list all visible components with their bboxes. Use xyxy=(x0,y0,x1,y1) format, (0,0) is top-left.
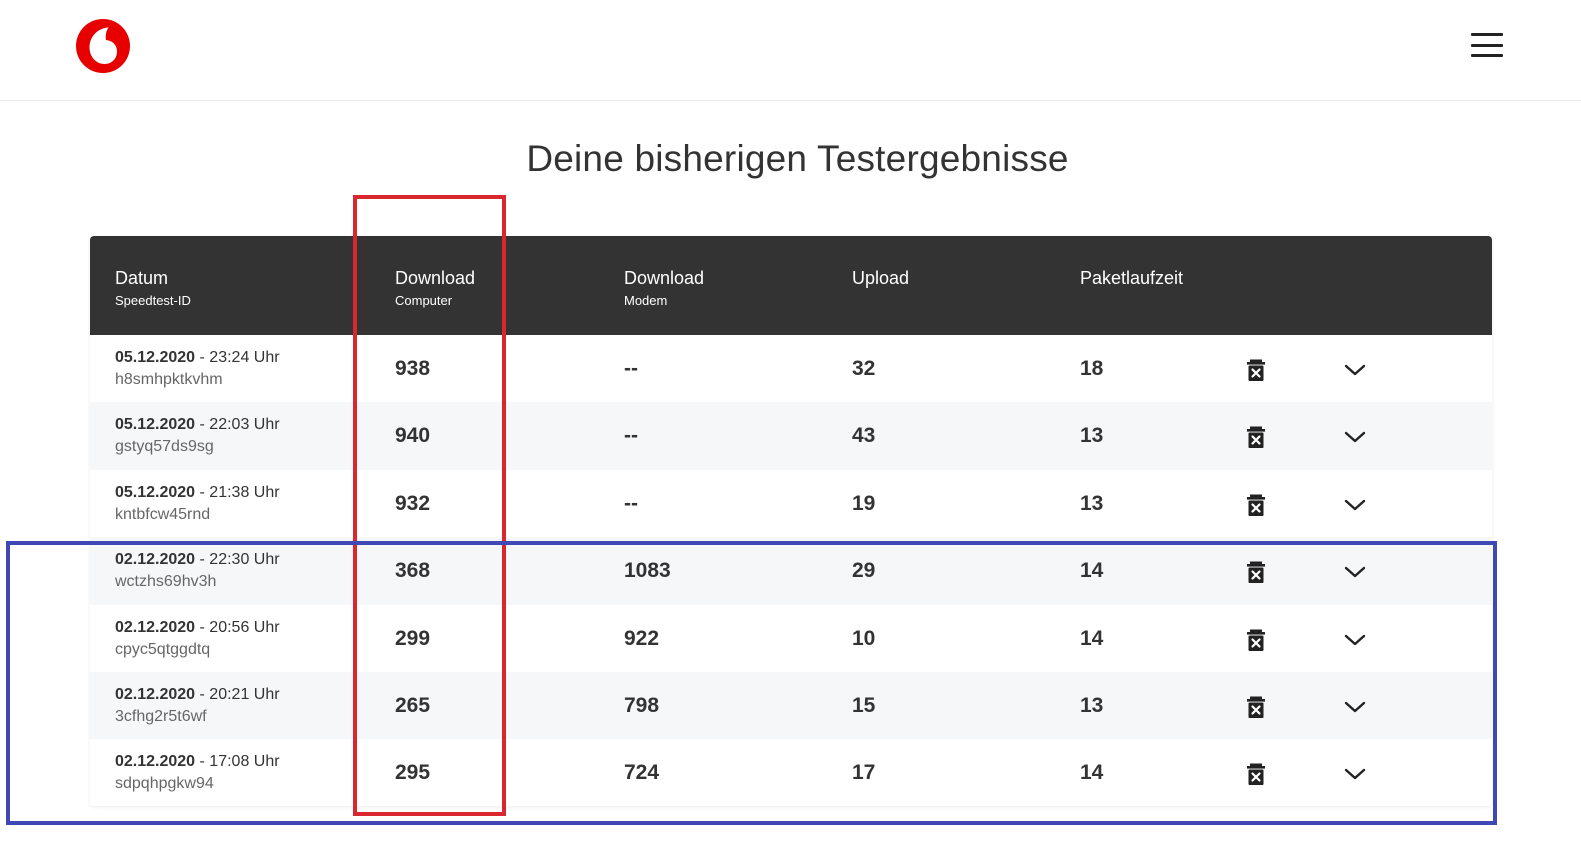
date-cell: 05.12.2020 - 23:24 Uhr h8smhpktkvhm xyxy=(115,347,280,391)
results-table: Datum Speedtest-ID Download Computer Dow… xyxy=(90,236,1492,806)
test-time: - 22:03 Uhr xyxy=(195,416,280,434)
download-modem-value: 724 xyxy=(624,761,660,785)
trash-icon[interactable] xyxy=(1245,560,1267,584)
table-row: 02.12.2020 - 17:08 Uhr sdpqhpgkw94 295 7… xyxy=(90,739,1492,806)
latency-value: 18 xyxy=(1080,357,1104,380)
upload-value: 15 xyxy=(852,693,876,717)
latency-value: 14 xyxy=(1080,559,1104,583)
test-date: 05.12.2020 xyxy=(115,483,196,501)
top-bar xyxy=(0,0,1581,101)
date-cell: 05.12.2020 - 22:03 Uhr gstyq57ds9sg xyxy=(115,414,280,458)
header-paketlaufzeit: Paketlaufzeit xyxy=(1080,268,1184,288)
download-modem-value: -- xyxy=(624,491,638,515)
trash-icon[interactable] xyxy=(1245,762,1267,786)
test-date: 02.12.2020 xyxy=(115,753,196,771)
date-cell: 02.12.2020 - 22:30 Uhr wctzhs69hv3h xyxy=(115,549,280,593)
chevron-down-icon[interactable] xyxy=(1343,765,1367,783)
download-modem-value: -- xyxy=(624,357,638,380)
upload-value: 43 xyxy=(852,424,876,448)
speedtest-id: 3cfhg2r5t6wf xyxy=(115,707,207,725)
download-modem-value: 922 xyxy=(624,626,660,650)
table-row: 02.12.2020 - 22:30 Uhr wctzhs69hv3h 368 … xyxy=(90,537,1492,605)
test-time: - 20:21 Uhr xyxy=(195,685,280,703)
table-row: 02.12.2020 - 20:21 Uhr 3cfhg2r5t6wf 265 … xyxy=(90,671,1492,740)
upload-value: 32 xyxy=(852,357,876,380)
trash-icon[interactable] xyxy=(1245,628,1267,652)
date-cell: 05.12.2020 - 21:38 Uhr kntbfcw45rnd xyxy=(115,482,280,526)
test-time: - 21:38 Uhr xyxy=(195,483,280,501)
download-computer-value: 295 xyxy=(395,761,431,785)
speedtest-id: h8smhpktkvhm xyxy=(115,371,223,388)
upload-value: 17 xyxy=(852,761,876,785)
speedtest-id: cpyc5qtggdtq xyxy=(115,640,211,658)
latency-value: 13 xyxy=(1080,424,1104,448)
test-date: 02.12.2020 xyxy=(115,551,196,569)
header-datum: Datum Speedtest-ID xyxy=(115,268,191,308)
table-header: Datum Speedtest-ID Download Computer Dow… xyxy=(90,236,1492,335)
download-computer-value: 932 xyxy=(395,491,431,515)
table-body: 05.12.2020 - 23:24 Uhr h8smhpktkvhm 938 … xyxy=(90,335,1492,806)
hamburger-menu-icon[interactable] xyxy=(1470,30,1504,60)
test-date: 05.12.2020 xyxy=(115,416,196,434)
latency-value: 13 xyxy=(1080,491,1104,515)
date-cell: 02.12.2020 - 17:08 Uhr sdpqhpgkw94 xyxy=(115,751,280,795)
download-computer-value: 938 xyxy=(395,357,431,380)
trash-icon[interactable] xyxy=(1245,493,1267,517)
header-upload: Upload xyxy=(852,268,910,288)
chevron-down-icon[interactable] xyxy=(1343,361,1367,379)
test-time: - 22:30 Uhr xyxy=(195,551,280,569)
date-cell: 02.12.2020 - 20:56 Uhr cpyc5qtggdtq xyxy=(115,617,280,661)
trash-icon[interactable] xyxy=(1245,695,1267,719)
test-time: - 17:08 Uhr xyxy=(195,753,280,771)
trash-icon[interactable] xyxy=(1245,358,1267,382)
chevron-down-icon[interactable] xyxy=(1343,698,1367,716)
upload-value: 29 xyxy=(852,559,876,583)
latency-value: 13 xyxy=(1080,693,1104,717)
header-download-modem: Download Modem xyxy=(624,268,705,308)
download-computer-value: 940 xyxy=(395,424,431,448)
speedtest-id: sdpqhpgkw94 xyxy=(115,775,214,793)
chevron-down-icon[interactable] xyxy=(1343,563,1367,581)
test-date: 02.12.2020 xyxy=(115,618,196,636)
table-row: 05.12.2020 - 22:03 Uhr gstyq57ds9sg 940 … xyxy=(90,402,1492,470)
download-computer-value: 299 xyxy=(395,626,431,650)
table-row: 05.12.2020 - 23:24 Uhr h8smhpktkvhm 938 … xyxy=(90,335,1492,402)
test-date: 05.12.2020 xyxy=(115,349,196,366)
date-cell: 02.12.2020 - 20:21 Uhr 3cfhg2r5t6wf xyxy=(115,684,280,728)
header-download-computer: Download Computer xyxy=(395,268,476,308)
latency-value: 14 xyxy=(1080,626,1104,650)
page-title: Deine bisherigen Testergebnisse xyxy=(526,138,1069,179)
upload-value: 10 xyxy=(852,626,876,650)
download-modem-value: 1083 xyxy=(624,559,671,583)
test-time: - 20:56 Uhr xyxy=(195,618,280,636)
upload-value: 19 xyxy=(852,491,876,515)
latency-value: 14 xyxy=(1080,761,1104,785)
download-computer-value: 368 xyxy=(395,559,431,583)
table-row: 05.12.2020 - 21:38 Uhr kntbfcw45rnd 932 … xyxy=(90,470,1492,537)
speedtest-id: gstyq57ds9sg xyxy=(115,438,214,456)
table-row: 02.12.2020 - 20:56 Uhr cpyc5qtggdtq 299 … xyxy=(90,605,1492,672)
download-computer-value: 265 xyxy=(395,693,431,717)
vodafone-logo-icon[interactable] xyxy=(75,18,131,74)
speedtest-id: kntbfcw45rnd xyxy=(115,505,211,523)
download-modem-value: 798 xyxy=(624,693,660,717)
speedtest-id: wctzhs69hv3h xyxy=(115,573,217,591)
chevron-down-icon[interactable] xyxy=(1343,428,1367,446)
chevron-down-icon[interactable] xyxy=(1343,631,1367,649)
test-date: 02.12.2020 xyxy=(115,685,196,703)
chevron-down-icon[interactable] xyxy=(1343,496,1367,514)
download-modem-value: -- xyxy=(624,424,638,448)
test-time: - 23:24 Uhr xyxy=(195,349,280,366)
trash-icon[interactable] xyxy=(1245,425,1267,449)
